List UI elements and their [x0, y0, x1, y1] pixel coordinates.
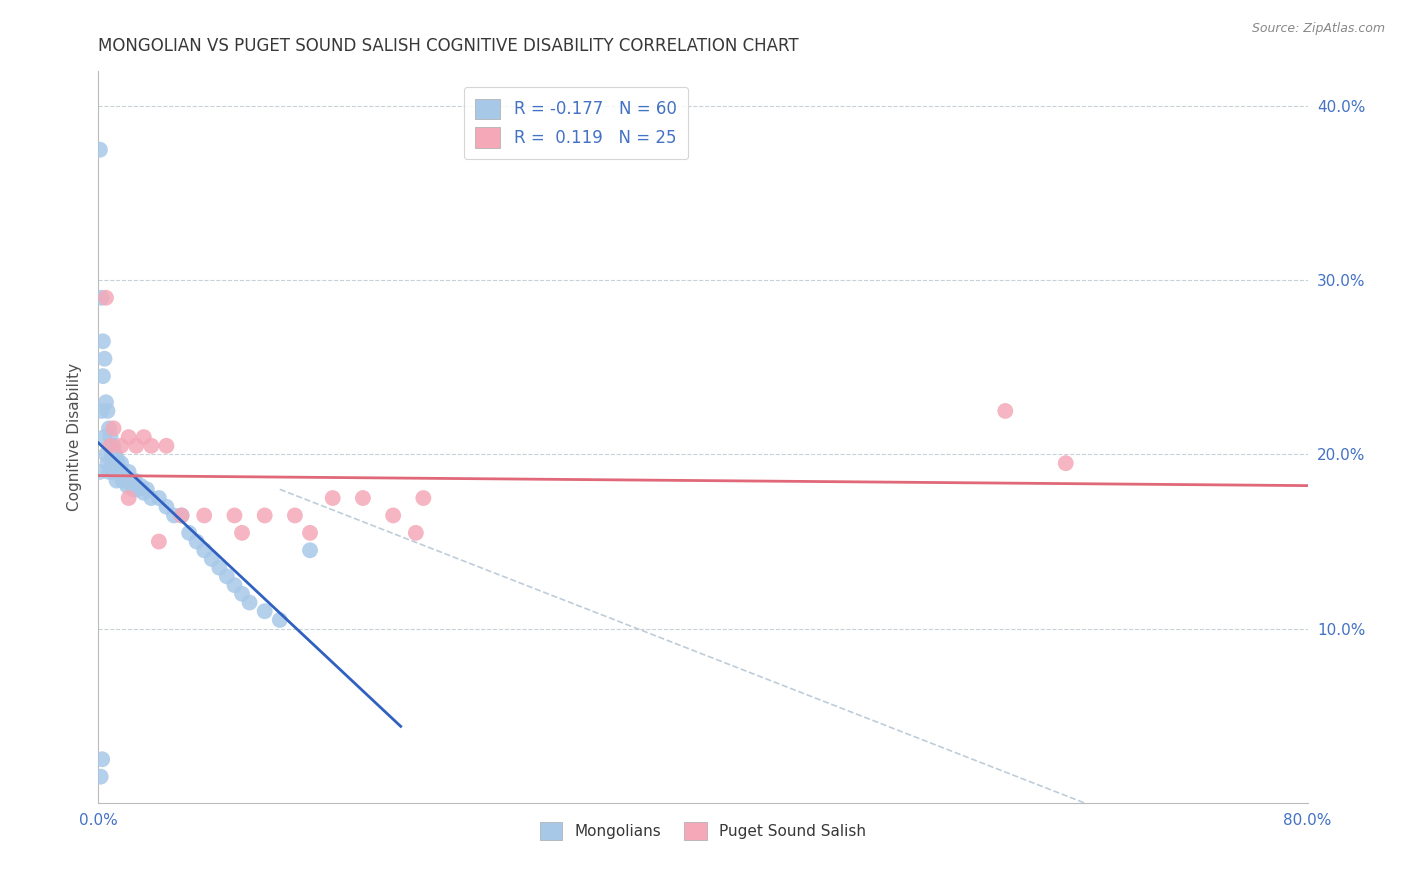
Point — [118, 430, 141, 444]
Point — [104, 456, 127, 470]
Point — [118, 491, 141, 505]
Point — [110, 468, 132, 483]
Point — [120, 474, 142, 488]
Point — [96, 456, 118, 470]
Point — [94, 448, 117, 462]
Point — [208, 560, 231, 574]
Point — [89, 465, 111, 479]
Point — [129, 479, 152, 493]
Point — [148, 491, 170, 505]
Point — [186, 534, 208, 549]
Point — [132, 430, 155, 444]
Point — [118, 465, 141, 479]
Point — [239, 595, 262, 609]
Point — [148, 534, 170, 549]
Point — [179, 525, 201, 540]
Point — [269, 613, 291, 627]
Point — [193, 543, 215, 558]
Point — [103, 421, 125, 435]
Point — [93, 351, 115, 366]
Point — [253, 508, 276, 523]
Point — [121, 474, 143, 488]
Point — [90, 291, 112, 305]
Point — [231, 525, 253, 540]
Point — [231, 587, 253, 601]
Point — [94, 291, 117, 305]
Point — [224, 508, 246, 523]
Point — [108, 465, 131, 479]
Point — [107, 456, 129, 470]
Point — [352, 491, 374, 505]
Point — [98, 465, 121, 479]
Point — [201, 552, 224, 566]
Point — [101, 456, 124, 470]
Point — [103, 465, 125, 479]
Point — [193, 508, 215, 523]
Point — [104, 448, 127, 462]
Point — [412, 491, 434, 505]
Point — [155, 500, 177, 514]
Point — [90, 770, 112, 784]
Point — [111, 474, 134, 488]
Text: MONGOLIAN VS PUGET SOUND SALISH COGNITIVE DISABILITY CORRELATION CHART: MONGOLIAN VS PUGET SOUND SALISH COGNITIV… — [98, 37, 799, 54]
Point — [100, 439, 122, 453]
Point — [115, 479, 138, 493]
Point — [1054, 456, 1077, 470]
Point — [112, 468, 135, 483]
Point — [94, 395, 117, 409]
Point — [103, 439, 125, 453]
Point — [141, 491, 163, 505]
Point — [322, 491, 344, 505]
Point — [124, 474, 146, 488]
Point — [224, 578, 246, 592]
Text: Source: ZipAtlas.com: Source: ZipAtlas.com — [1251, 22, 1385, 36]
Point — [96, 404, 118, 418]
Point — [170, 508, 193, 523]
Point — [110, 456, 132, 470]
Point — [90, 404, 112, 418]
Point — [91, 369, 114, 384]
Point — [105, 474, 128, 488]
Point — [110, 439, 132, 453]
Point — [284, 508, 307, 523]
Point — [155, 439, 177, 453]
Point — [114, 474, 136, 488]
Point — [91, 752, 114, 766]
Point — [132, 485, 155, 500]
Point — [100, 430, 122, 444]
Point — [994, 404, 1017, 418]
Point — [382, 508, 405, 523]
Point — [135, 483, 157, 497]
Point — [122, 483, 145, 497]
Point — [299, 525, 322, 540]
Point — [405, 525, 427, 540]
Point — [101, 448, 124, 462]
Point — [127, 483, 149, 497]
Point — [91, 334, 114, 349]
Point — [98, 421, 121, 435]
Point — [100, 439, 122, 453]
Point — [170, 508, 193, 523]
Point — [141, 439, 163, 453]
Point — [299, 543, 322, 558]
Point — [215, 569, 238, 583]
Point — [93, 430, 115, 444]
Point — [163, 508, 186, 523]
Point — [125, 439, 148, 453]
Point — [253, 604, 276, 618]
Y-axis label: Cognitive Disability: Cognitive Disability — [66, 363, 82, 511]
Legend: Mongolians, Puget Sound Salish: Mongolians, Puget Sound Salish — [533, 815, 873, 847]
Point — [89, 143, 111, 157]
Point — [105, 450, 128, 465]
